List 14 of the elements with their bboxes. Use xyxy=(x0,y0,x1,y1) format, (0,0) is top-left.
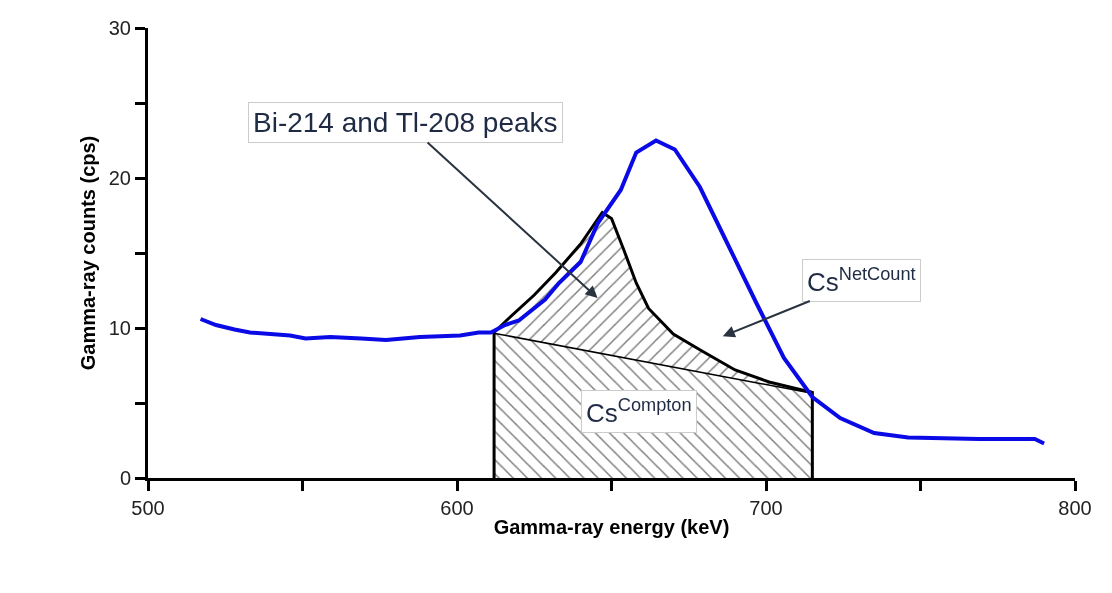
y-tick-label: 10 xyxy=(108,317,131,339)
y-axis-title: Gamma-ray counts (cps) xyxy=(77,135,100,371)
annotation: Cs$^{NetCount}$ xyxy=(807,264,916,297)
annotation: Bi-214 and Tl-208 peaks xyxy=(253,107,558,138)
x-tick-label: 600 xyxy=(440,497,474,519)
x-tick-label: 500 xyxy=(131,497,165,519)
x-tick-label: 700 xyxy=(749,497,783,519)
x-axis-title: Gamma-ray energy (keV) xyxy=(493,515,730,538)
y-tick-label: 30 xyxy=(108,17,131,39)
y-tick-label: 20 xyxy=(108,167,131,189)
y-tick-label: 0 xyxy=(119,467,131,489)
line-series xyxy=(198,138,1047,446)
x-tick-label: 800 xyxy=(1058,497,1092,519)
annotation: Cs$^{Compton}$ xyxy=(586,395,692,428)
